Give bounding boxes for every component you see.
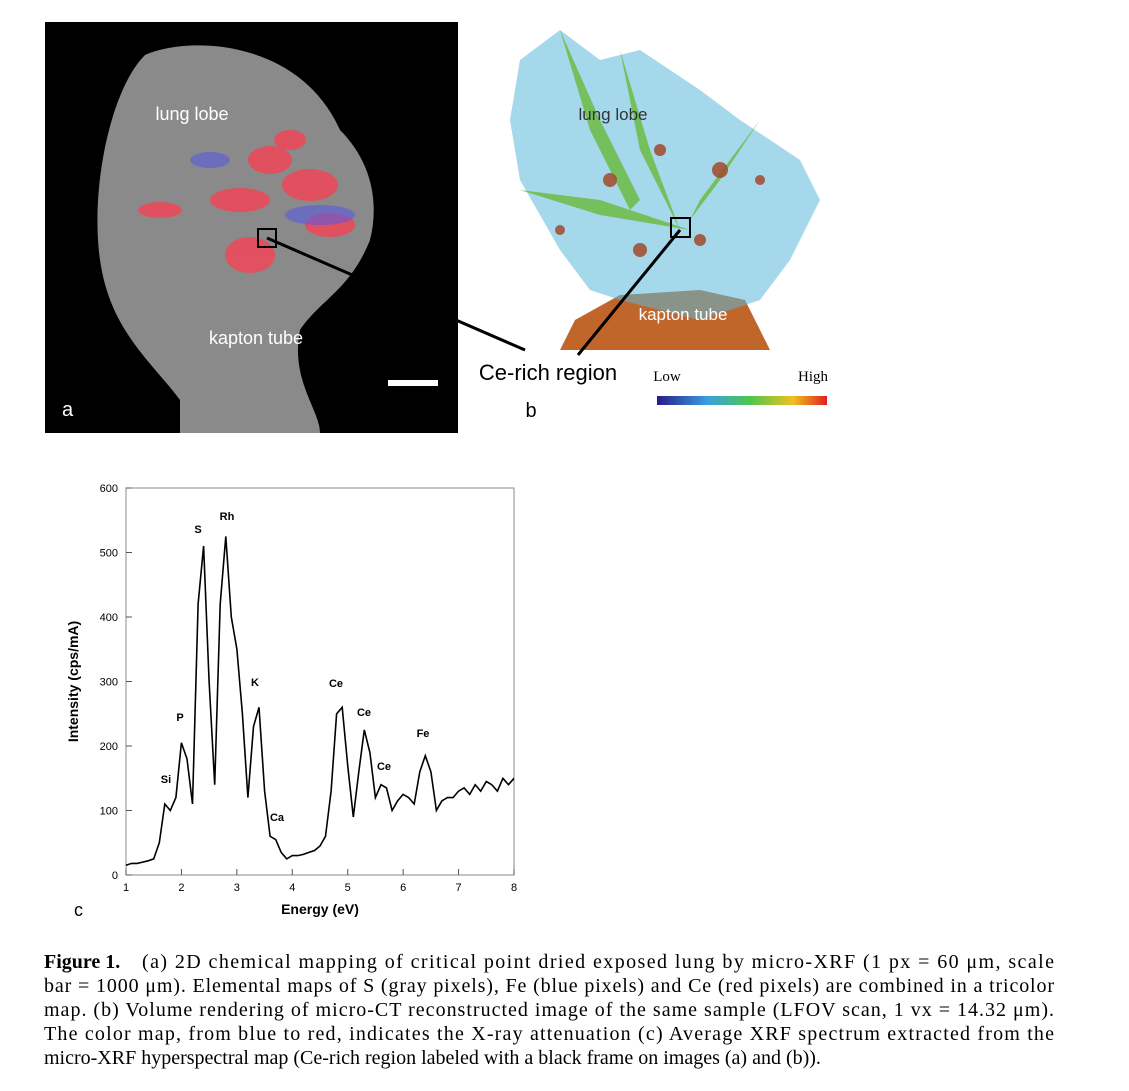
colorbar [657,396,827,405]
caption: Figure 1. (a) 2D chemical mapping of crit… [44,951,1054,1069]
y-axis-label: Intensity (cps/mA) [65,621,81,742]
y-tick-label: 0 [112,870,118,882]
x-tick-label: 6 [400,882,406,894]
colorbar-label: High [798,369,829,385]
peak-label: Ce [377,761,391,773]
panel-label: a [62,399,74,421]
image-label: lung lobe [155,104,228,124]
y-tick-label: 400 [100,612,118,624]
panel-label: b [525,400,536,422]
peak-label: P [176,712,183,724]
x-tick-label: 2 [178,882,184,894]
caption-line: bar = 1000 μm). Elemental maps of S (gra… [44,975,1054,997]
peak-label: Ca [270,812,285,824]
x-tick-label: 5 [345,882,351,894]
peak-label: S [194,524,201,536]
callout-line [576,229,682,356]
x-tick-label: 3 [234,882,240,894]
panel-a: lung lobe kapton tube a [45,22,458,434]
ce-frame [257,228,277,248]
peak-label: K [251,677,259,689]
image-label: kapton tube [639,305,728,324]
plot-frame [125,487,515,876]
caption-line: map. (b) Volume rendering of micro-CT re… [44,999,1054,1021]
x-tick-label: 1 [123,882,129,894]
peak-label: Ce [329,678,343,690]
y-tick-label: 300 [100,677,118,689]
x-axis-label: Energy (eV) [281,901,359,917]
panel-b: lung lobe kapton tube Ce-rich region b L… [266,30,829,422]
image-label: lung lobe [578,105,647,124]
y-tick-label: 200 [100,741,118,753]
peak-label: Fe [417,728,430,740]
fe-pixels [190,152,355,225]
x-tick-label: 4 [289,882,295,894]
scale-bar [388,380,438,386]
callout-line [266,236,526,352]
peak-label: Ce [357,707,371,719]
peak-label: Si [161,774,171,786]
peak-label: Rh [220,511,235,523]
y-tick-label: 100 [100,806,118,818]
panel-label: c [74,900,83,920]
caption-label: Figure 1. [44,951,120,973]
ce-render [555,144,765,257]
panel-c: 0 100 200 300 400 500 600 1 2 3 4 5 6 7 8 Energy (eV) In… [65,483,517,920]
caption-line: The color map, from blue to red, indicat… [44,1023,1054,1045]
ce-frame [670,217,691,238]
callout-label: Ce-rich region [479,360,617,385]
caption-line: (a) 2D chemical mapping of critical poin… [142,951,1054,973]
lung-render [510,30,820,320]
y-tick-label: 500 [100,548,118,560]
image-label: kapton tube [209,328,303,348]
caption-line: micro-XRF hyperspectral map (Ce-rich reg… [44,1047,821,1069]
colorbar-label: Low [653,369,681,385]
y-tick-label: 600 [100,483,118,495]
x-tick-label: 8 [511,882,517,894]
spectrum-line [125,536,515,867]
x-tick-label: 7 [456,882,462,894]
